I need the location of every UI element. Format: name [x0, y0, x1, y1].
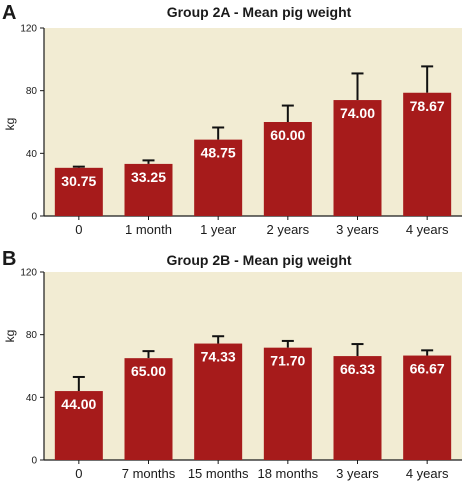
y-axis-label-a: kg: [3, 118, 17, 131]
x-tick-label: 1 month: [125, 222, 172, 237]
x-tick-label: 3 years: [336, 466, 379, 481]
y-axis-label-b: kg: [3, 330, 17, 343]
chart-panel-a: A Group 2A - Mean pig weight kg 0 40 80 120…: [0, 0, 473, 240]
y-tick-label: 40: [26, 393, 38, 404]
bar: [263, 347, 312, 460]
bar-value-label: 60.00: [270, 127, 305, 143]
bar-value-label: 65.00: [131, 363, 166, 379]
x-tick-label: 1 year: [200, 222, 237, 237]
bar-value-label: 66.33: [340, 361, 375, 377]
bar-value-label: 78.67: [410, 98, 445, 114]
y-tick-label: 0: [31, 456, 37, 467]
chart-title-a: Group 2A - Mean pig weight: [167, 4, 352, 20]
bar: [124, 358, 173, 460]
bar-value-label: 48.75: [201, 145, 236, 161]
bar: [333, 356, 382, 460]
x-tick-label: 3 years: [336, 222, 379, 237]
y-tick-label: 120: [20, 268, 37, 279]
x-tick-label: 0: [75, 466, 82, 481]
plot-area-a: 0 40 80 120 30.75 0 33.25 1 month 48.75 1 year 60.…: [20, 24, 462, 237]
x-tick-label: 15 months: [188, 466, 249, 481]
bar: [124, 163, 173, 216]
x-tick-label: 4 years: [406, 466, 449, 481]
y-tick-label: 120: [20, 24, 37, 35]
y-tick-label: 80: [26, 86, 38, 97]
bar-value-label: 33.25: [131, 169, 166, 185]
y-tick-label: 0: [31, 212, 37, 223]
bar: [54, 167, 103, 216]
y-tick-label: 40: [26, 149, 38, 160]
x-tick-label: 7 months: [122, 466, 176, 481]
bar: [403, 92, 452, 216]
plot-background: [44, 28, 462, 216]
bar-value-label: 74.00: [340, 105, 375, 121]
x-tick-label: 4 years: [406, 222, 449, 237]
bar: [54, 391, 103, 460]
chart-panel-b: B Group 2B - Mean pig weight kg 0 40 80 120…: [0, 244, 473, 483]
y-tick-label: 80: [26, 330, 38, 341]
bar: [263, 122, 312, 216]
plot-background: [44, 272, 462, 460]
bar-value-label: 30.75: [61, 173, 96, 189]
chart-a-svg: A Group 2A - Mean pig weight kg 0 40 80 120…: [2, 2, 462, 237]
plot-area-b: 0 40 80 120 44.00 0 65.00 7 months 74.33 15 month…: [20, 268, 462, 481]
bar: [194, 139, 243, 216]
x-tick-label: 18 months: [257, 466, 318, 481]
x-tick-label: 2 years: [267, 222, 310, 237]
x-tick-label: 0: [75, 222, 82, 237]
bar: [403, 355, 452, 460]
chart-b-svg: B Group 2B - Mean pig weight kg 0 40 80 120…: [2, 248, 462, 481]
bar: [333, 100, 382, 216]
bar: [194, 343, 243, 460]
bar-value-label: 71.70: [270, 353, 305, 369]
panel-letter-a: A: [2, 2, 16, 24]
panel-letter-b: B: [2, 248, 16, 270]
bar-value-label: 74.33: [201, 349, 236, 365]
bar-value-label: 66.67: [410, 361, 445, 377]
bar-value-label: 44.00: [61, 396, 96, 412]
chart-title-b: Group 2B - Mean pig weight: [166, 252, 351, 268]
